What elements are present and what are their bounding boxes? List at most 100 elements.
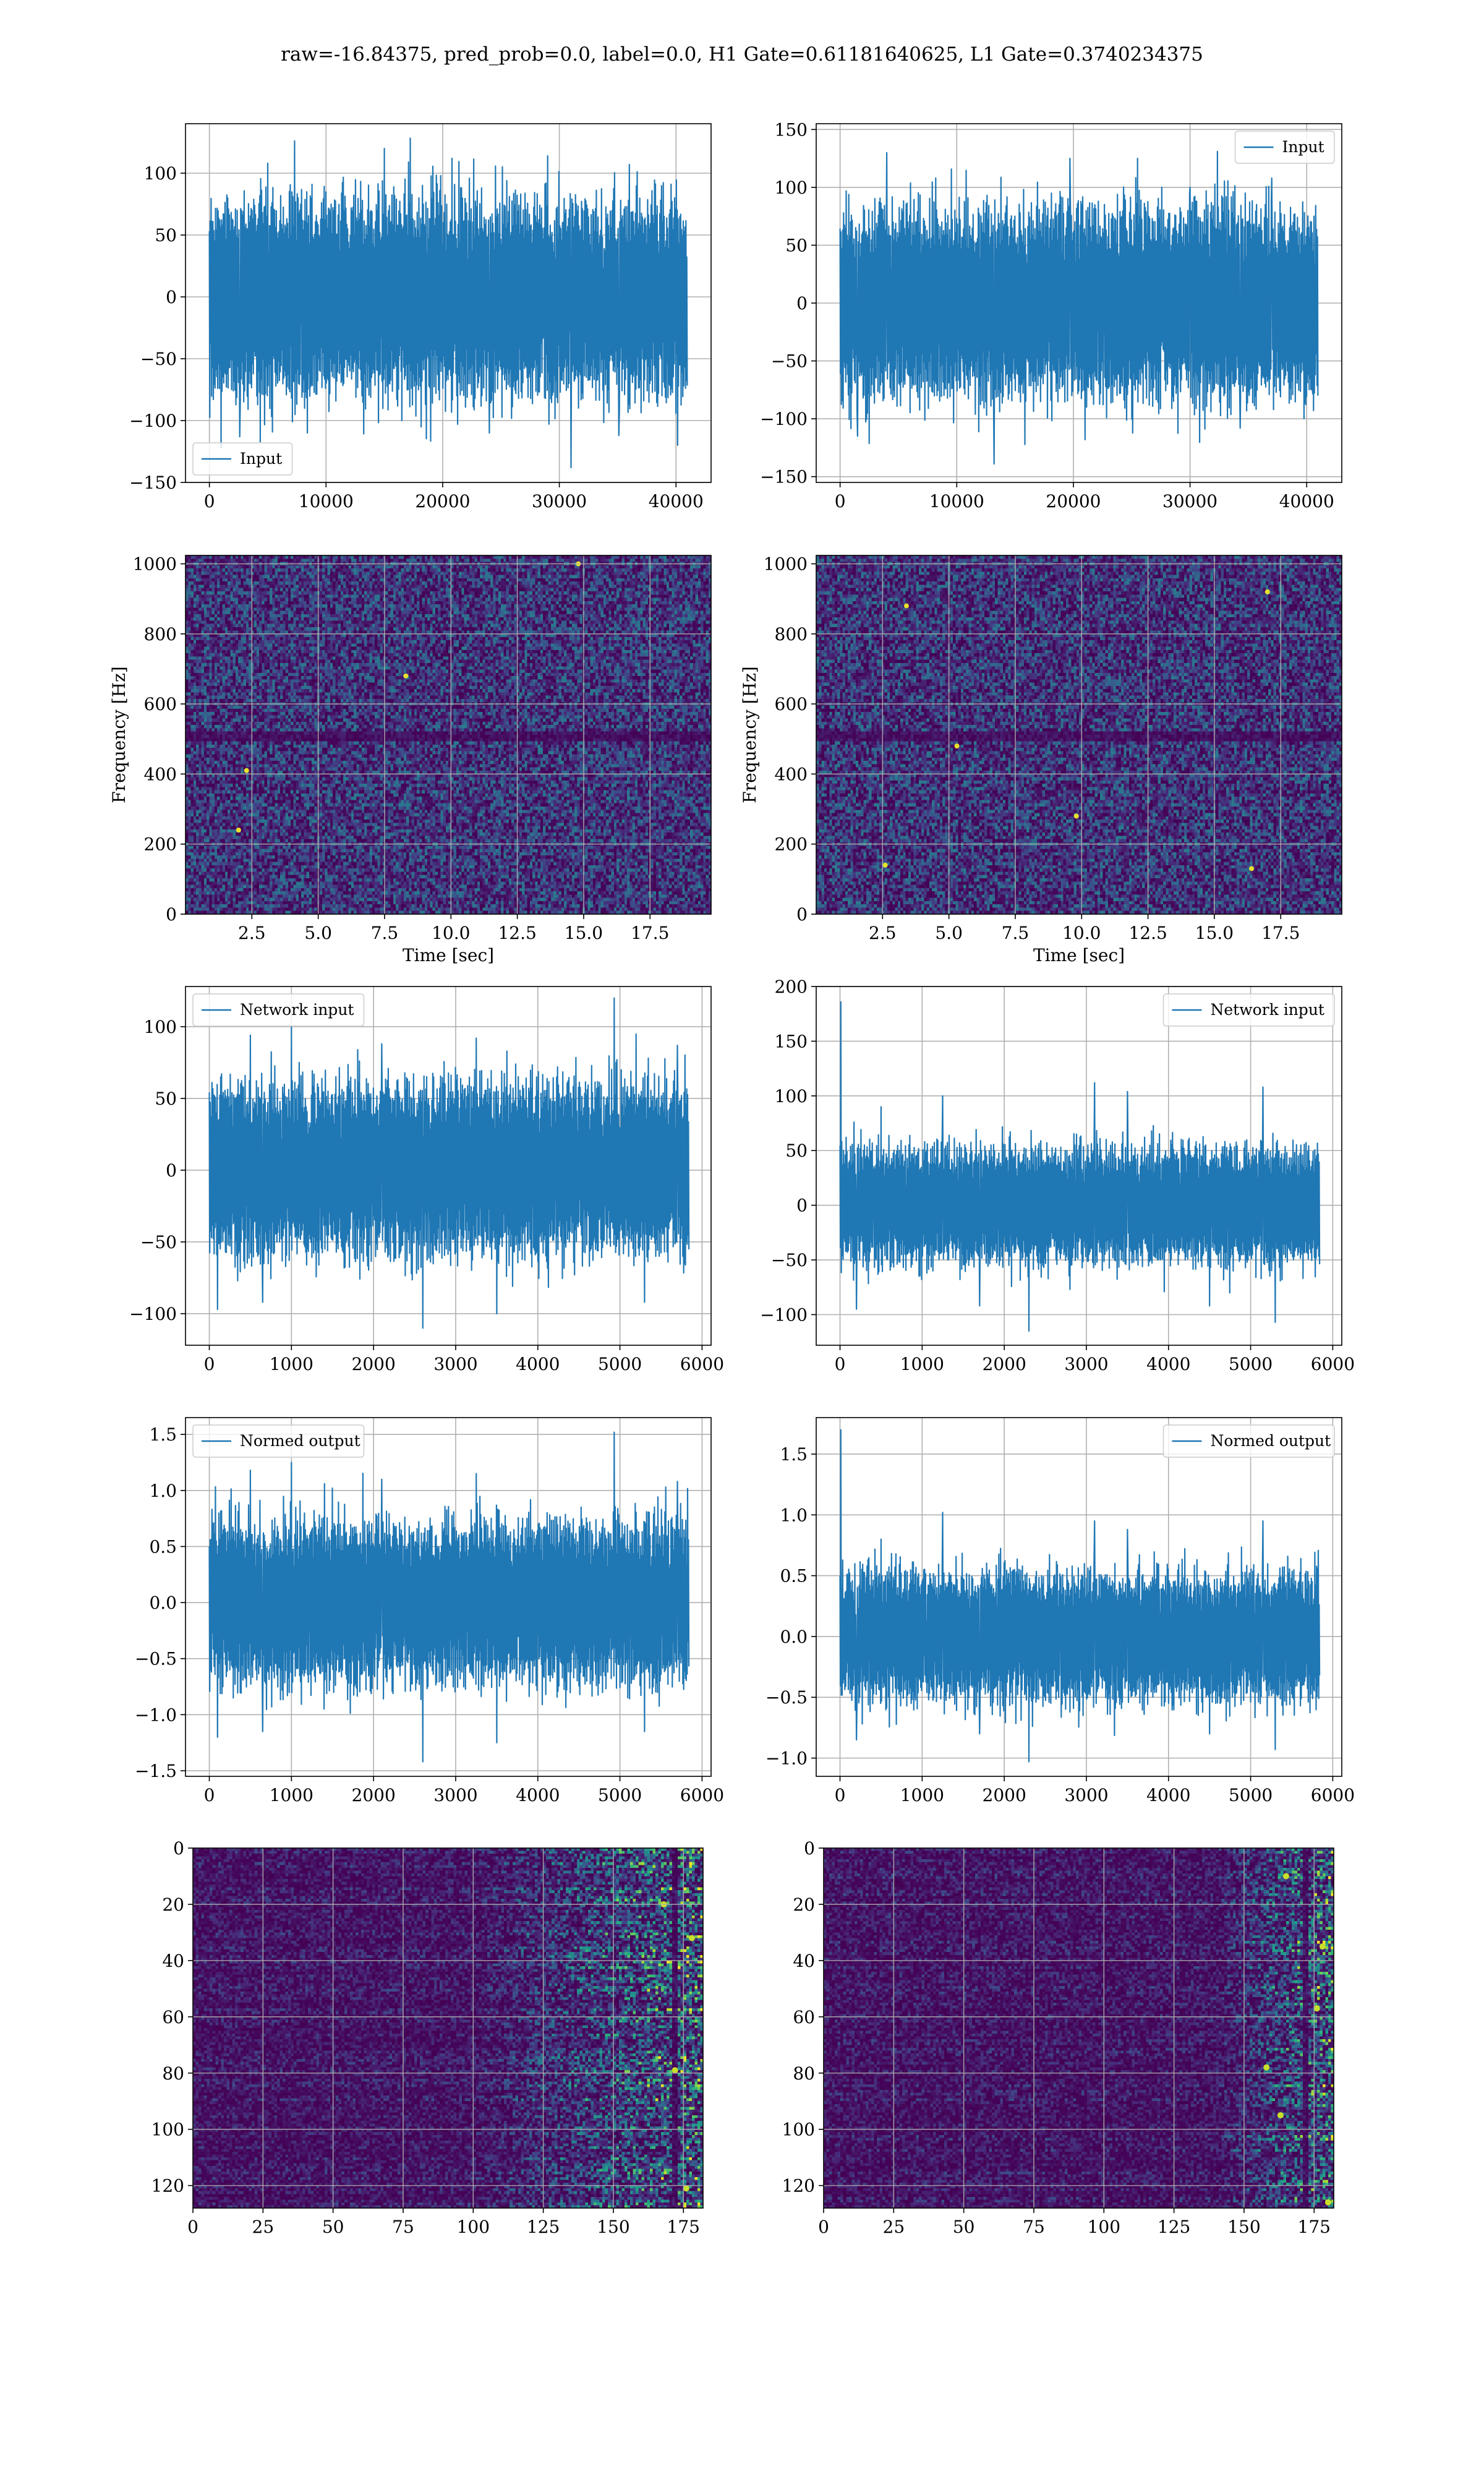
y-tick-label: −0.5 — [135, 1649, 177, 1669]
axes-frame — [823, 1847, 1334, 2209]
y-tick-label: 50 — [785, 1141, 808, 1161]
heatmap-hot-spot — [403, 673, 409, 678]
y-tick-label: 0.0 — [780, 1627, 808, 1647]
x-tick-label: 100 — [1088, 2217, 1120, 2237]
y-tick-label: 0 — [166, 904, 177, 925]
chart-panel-7: Normed output 0 1000 2000 3000 4000 5000 6000 −1… — [135, 1417, 724, 1805]
y-tick-label: 0 — [166, 287, 177, 307]
heatmap-hot-spot — [672, 2067, 678, 2074]
y-tick-label: 1000 — [133, 554, 177, 575]
heatmap-hot-spot — [688, 1935, 695, 1941]
y-tick-label: 100 — [151, 2120, 184, 2140]
x-axis-label: Time [sec] — [403, 945, 494, 965]
legend-label: Network input — [240, 1001, 354, 1019]
x-tick-label: 0 — [204, 1354, 215, 1374]
y-axis-label: Frequency [Hz] — [109, 666, 129, 803]
heatmap-image — [193, 1848, 703, 2208]
heatmap-hot-spot — [1264, 589, 1270, 594]
legend-label: Input — [1282, 138, 1324, 156]
x-tick-label: 3000 — [1064, 1354, 1108, 1374]
x-tick-label: 17.5 — [1261, 923, 1300, 943]
x-tick-label: 40000 — [649, 491, 704, 511]
y-tick-label: 80 — [162, 2063, 184, 2084]
y-tick-label: 50 — [155, 1089, 177, 1109]
y-tick-label: 150 — [775, 1031, 808, 1051]
x-tick-label: 7.5 — [371, 923, 399, 943]
axes-frame — [185, 555, 712, 915]
heatmap-hot-spot — [882, 862, 888, 868]
heatmap-image — [186, 555, 711, 914]
x-tick-label: 5.0 — [304, 923, 332, 943]
x-tick-label: 75 — [392, 2217, 414, 2237]
x-tick-label: 10000 — [299, 491, 354, 511]
y-tick-label: 1.5 — [149, 1424, 177, 1445]
x-tick-label: 3000 — [433, 1354, 477, 1374]
x-tick-label: 0 — [204, 491, 215, 511]
x-tick-label: 12.5 — [1128, 923, 1167, 943]
x-tick-label: 15.0 — [565, 923, 603, 943]
y-tick-label: 0 — [166, 1160, 177, 1181]
chart-panel-2: Input 0 10000 20000 30000 40000 −150 −100 −50 0 50… — [760, 119, 1342, 511]
legend-label: Normed output — [1211, 1432, 1331, 1450]
chart-panel-8: Normed output 0 1000 2000 3000 4000 5000 6000 −1… — [765, 1417, 1355, 1805]
axes-frame — [185, 1417, 712, 1777]
heatmap-hot-spot — [236, 828, 241, 833]
x-tick-label: 0 — [835, 1354, 846, 1374]
y-tick-label: −100 — [129, 1304, 177, 1324]
y-tick-label: 400 — [144, 764, 177, 784]
x-tick-label: 4000 — [1146, 1785, 1190, 1805]
series-line-normed-output — [839, 1429, 1321, 1763]
figure-suptitle: raw=-16.84375, pred_prob=0.0, label=0.0,… — [281, 43, 1203, 66]
heatmap-hot-spot — [1277, 2112, 1284, 2118]
legend-label: Normed output — [240, 1432, 360, 1450]
x-tick-label: 5000 — [598, 1785, 642, 1805]
heatmap-hot-spot — [244, 768, 249, 773]
chart-panel-4: 2.5 5.0 7.5 10.0 12.5 15.0 17.5 0 200 400 600 800 10… — [740, 554, 1342, 965]
x-tick-label: 3000 — [433, 1785, 477, 1805]
heatmap-hot-spot — [1319, 1943, 1326, 1950]
y-tick-label: 100 — [775, 1086, 808, 1106]
x-tick-label: 1000 — [900, 1354, 944, 1374]
legend-box — [1162, 1424, 1335, 1458]
chart-panel-1: Input 0 10000 20000 30000 40000 −150 −100 −50 0 50… — [129, 123, 712, 511]
x-tick-label: 0 — [835, 1785, 846, 1805]
y-tick-label: 120 — [782, 2176, 815, 2196]
x-tick-label: 25 — [252, 2217, 275, 2237]
y-tick-label: −100 — [129, 411, 177, 431]
x-tick-label: 150 — [1227, 2217, 1260, 2237]
y-tick-label: 1.0 — [780, 1505, 808, 1525]
heatmap-hot-spot — [954, 743, 960, 749]
y-tick-label: 60 — [162, 2007, 184, 2027]
series-line-network-input — [839, 1001, 1321, 1332]
x-tick-label: 0 — [187, 2217, 198, 2237]
heatmap-hot-spot — [1282, 1873, 1289, 1880]
axes-frame — [816, 1417, 1342, 1777]
y-tick-label: 0.5 — [149, 1536, 177, 1557]
legend: Network input — [192, 993, 365, 1027]
x-tick-label: 6000 — [680, 1785, 724, 1805]
y-tick-label: 120 — [151, 2176, 184, 2196]
x-tick-label: 100 — [457, 2217, 490, 2237]
y-tick-label: 0 — [804, 1838, 815, 1859]
x-tick-label: 1000 — [900, 1785, 944, 1805]
y-tick-label: 600 — [775, 694, 808, 714]
legend-box — [192, 442, 293, 476]
x-tick-label: 50 — [953, 2217, 975, 2237]
legend-box — [192, 993, 365, 1027]
legend: Input — [1234, 131, 1335, 164]
x-tick-label: 7.5 — [1002, 923, 1030, 943]
y-tick-label: −50 — [771, 1250, 808, 1270]
x-tick-label: 4000 — [516, 1785, 560, 1805]
heatmap-hot-spot — [1313, 2005, 1320, 2012]
x-tick-label: 1000 — [270, 1354, 313, 1374]
x-tick-label: 6000 — [1311, 1354, 1355, 1374]
y-tick-label: 0 — [796, 1196, 808, 1216]
x-tick-label: 10.0 — [432, 923, 470, 943]
chart-panel-10: 0 25 50 75 100 125 150 175 0 20 40 60 80 100 120 — [782, 1838, 1334, 2237]
y-tick-label: 100 — [775, 178, 808, 198]
chart-panel-3: 2.5 5.0 7.5 10.0 12.5 15.0 17.5 0 200 400 600 800 10… — [109, 554, 712, 965]
heatmap-hot-spot — [1324, 2199, 1331, 2206]
x-tick-label: 40000 — [1279, 491, 1334, 511]
y-tick-label: 600 — [144, 694, 177, 714]
